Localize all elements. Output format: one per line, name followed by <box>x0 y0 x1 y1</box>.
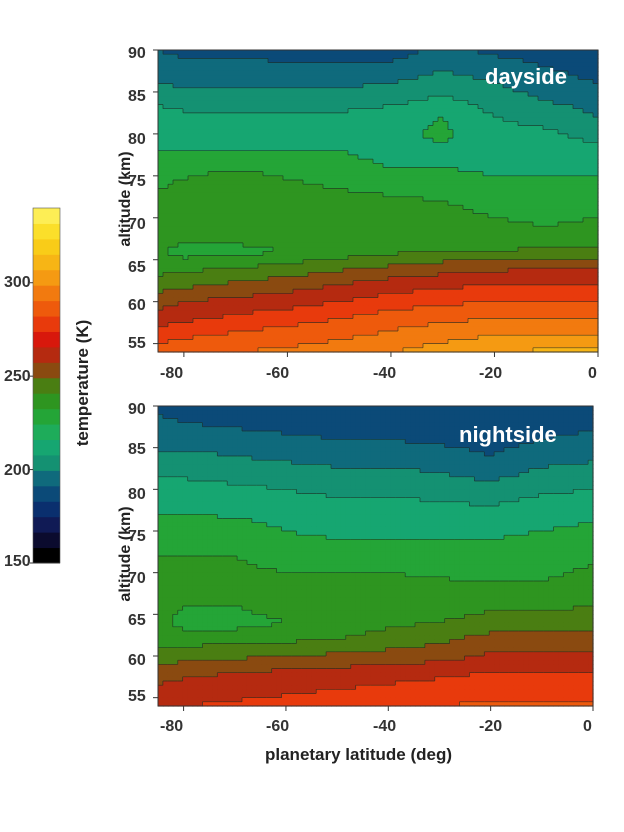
colorbar-swatch <box>33 547 60 564</box>
colorbar-swatch <box>33 424 60 441</box>
nightside-xtick: -80 <box>160 718 184 735</box>
colorbar-swatch <box>33 501 60 518</box>
nightside-xtick: -40 <box>373 718 397 735</box>
colorbar-swatch <box>33 208 60 224</box>
dayside-field <box>158 50 599 353</box>
colorbar-swatch <box>33 269 60 286</box>
nightside-ytick: 55 <box>128 688 146 705</box>
dayside-ytick: 80 <box>128 131 146 148</box>
colorbar-swatch <box>33 532 60 549</box>
dayside-ytick: 85 <box>128 88 146 105</box>
colorbar-swatch <box>33 393 60 410</box>
colorbar-swatch <box>33 485 60 502</box>
nightside-ytick: 65 <box>128 612 146 629</box>
dayside-xtick: -20 <box>479 365 503 382</box>
colorbar-swatch <box>33 285 60 302</box>
colorbar-swatch <box>33 223 60 240</box>
colorbar-tick-250: 250 <box>4 368 31 385</box>
nightside-ytick: 75 <box>128 528 146 545</box>
nightside-ytick: 80 <box>128 486 146 503</box>
dayside-contour-lines <box>158 50 598 352</box>
nightside-ytick: 60 <box>128 652 146 669</box>
dayside-xtick: -40 <box>373 365 397 382</box>
nightside-ytick: 85 <box>128 441 146 458</box>
dayside-xtick: -60 <box>266 365 290 382</box>
colorbar-swatch <box>33 408 60 425</box>
colorbar-swatch <box>33 454 60 471</box>
nightside-xlabel: planetary latitude (deg) <box>265 745 453 764</box>
colorbar-frame <box>32 207 61 564</box>
colorbar-swatch <box>33 470 60 487</box>
dayside-ytick: 90 <box>128 45 146 62</box>
nightside-ylabel: altitude (km) <box>117 506 134 602</box>
colorbar-swatch <box>33 316 60 332</box>
colorbar-tick-300: 300 <box>4 274 31 291</box>
nightside-xtick: -60 <box>266 718 290 735</box>
dayside-xtick: -80 <box>160 365 184 382</box>
dayside-ytick: 65 <box>128 259 146 276</box>
nightside-frame <box>157 405 594 707</box>
nightside-field <box>158 406 594 707</box>
colorbar-swatch <box>33 439 60 456</box>
colorbar-swatch <box>33 238 60 255</box>
colorbar-swatch <box>33 362 60 379</box>
colorbar-swatch <box>33 254 60 271</box>
dayside-title: dayside <box>485 64 567 89</box>
nightside-xtick: 0 <box>583 718 592 735</box>
nightside-ytick: 70 <box>128 570 146 587</box>
dayside-ytick: 60 <box>128 297 146 314</box>
dayside-ytick: 75 <box>128 173 146 190</box>
nightside-ytick: 90 <box>128 401 146 418</box>
nightside-contour-lines <box>158 413 593 706</box>
nightside-xtick: -20 <box>479 718 503 735</box>
colorbar-tick-200: 200 <box>4 462 31 479</box>
nightside-title: nightside <box>459 422 557 447</box>
dayside-frame <box>157 49 599 353</box>
dayside-ytick: 70 <box>128 216 146 233</box>
colorbar-swatch <box>33 300 60 317</box>
colorbar-swatch <box>33 346 60 363</box>
colorbar-tick-150: 150 <box>4 553 31 570</box>
dayside-ytick: 55 <box>128 335 146 352</box>
dayside-xtick: 0 <box>588 365 597 382</box>
colorbar-swatch <box>33 331 60 348</box>
colorbar-swatch <box>33 516 60 533</box>
colorbar-swatch <box>33 377 60 394</box>
